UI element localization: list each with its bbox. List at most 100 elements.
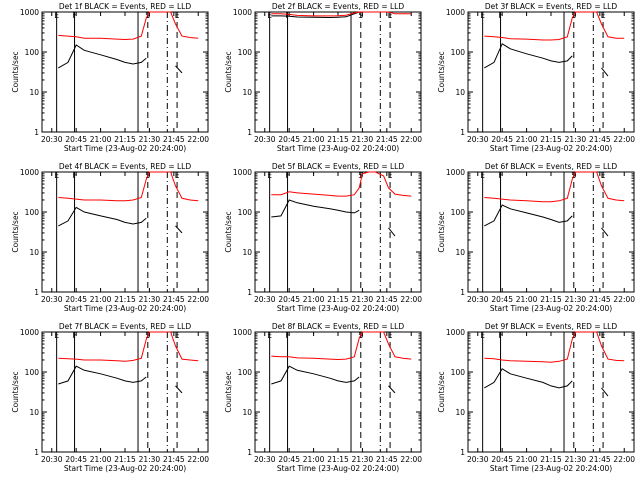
x-tick-label: 22:00	[613, 135, 635, 144]
x-tick-label: 21:15	[114, 455, 136, 464]
events-series-line	[175, 385, 183, 394]
y-tick-label: 10	[242, 88, 252, 97]
marker-letter-f: F	[72, 331, 76, 340]
x-tick-label: 22:00	[613, 295, 635, 304]
y-axis-label: Counts/sec	[11, 371, 20, 412]
x-tick-label: 21:00	[516, 295, 538, 304]
detector-panel: Det 7f BLACK = Events, RED = LLD 1 10 100 10…	[11, 322, 209, 473]
marker-letter-e: E	[54, 331, 59, 340]
marker-letter-e: E	[267, 11, 272, 20]
y-tick-label: 10	[242, 248, 252, 257]
y-tick-label: 1	[34, 128, 39, 137]
events-series-line	[484, 43, 573, 69]
detector-panel: Det 4f BLACK = Events, RED = LLD 1 10 100 10…	[11, 162, 209, 313]
x-tick-label: 20:45	[278, 455, 300, 464]
x-tick-label: 20:30	[467, 455, 489, 464]
events-series-line	[58, 365, 147, 385]
y-tick-label: 100	[451, 48, 466, 57]
x-tick-label: 21:30	[352, 455, 374, 464]
detector-panel: Det 8f BLACK = Events, RED = LLD 1 10 100 10…	[224, 322, 422, 473]
x-tick-label: 21:00	[90, 295, 112, 304]
marker-letter-e: E	[175, 331, 180, 340]
x-tick-label: 21:45	[589, 295, 611, 304]
x-tick-label: 22:00	[400, 295, 422, 304]
y-tick-label: 10	[455, 408, 465, 417]
marker-letter-f: F	[72, 11, 76, 20]
x-tick-label: 20:45	[278, 135, 300, 144]
plot-frame	[254, 171, 422, 293]
y-tick-label: 1000	[446, 328, 465, 337]
marker-letter-e: E	[480, 331, 485, 340]
y-tick-label: 1000	[20, 168, 39, 177]
marker-letter-f: F	[72, 171, 76, 180]
events-series-line	[271, 199, 360, 218]
x-tick-label: 21:45	[589, 135, 611, 144]
y-axis-label: Counts/sec	[224, 371, 233, 412]
marker-letter-f: F	[285, 171, 289, 180]
x-tick-label: 21:30	[565, 455, 587, 464]
x-axis-label: Start Time (23-Aug-02 20:24:00)	[277, 464, 399, 473]
x-tick-label: 21:45	[376, 295, 398, 304]
y-tick-label: 1000	[233, 328, 252, 337]
lld-series-line	[271, 331, 412, 361]
x-axis-label: Start Time (23-Aug-02 20:24:00)	[64, 144, 186, 153]
x-tick-label: 21:15	[327, 295, 349, 304]
detector-panel: Det 5f BLACK = Events, RED = LLD 1 10 100 10…	[224, 162, 422, 313]
y-axis-label: Counts/sec	[437, 51, 446, 92]
x-tick-label: 21:00	[90, 135, 112, 144]
x-tick-label: 21:15	[540, 455, 562, 464]
y-tick-label: 1000	[446, 168, 465, 177]
x-axis-label: Start Time (23-Aug-02 20:24:00)	[490, 464, 612, 473]
y-tick-label: 100	[451, 208, 466, 217]
marker-letter-e: E	[54, 171, 59, 180]
marker-letter-f: F	[498, 331, 502, 340]
x-tick-label: 20:30	[254, 455, 276, 464]
x-tick-label: 22:00	[613, 455, 635, 464]
lld-series-line	[484, 171, 625, 203]
marker-letter-e: E	[388, 11, 393, 20]
x-tick-label: 21:30	[139, 295, 161, 304]
lld-series-line	[58, 331, 199, 362]
x-tick-label: 20:30	[254, 295, 276, 304]
x-tick-label: 20:30	[467, 295, 489, 304]
x-tick-label: 20:30	[41, 135, 63, 144]
y-axis-label: Counts/sec	[11, 211, 20, 252]
lld-series-line	[484, 11, 625, 41]
y-tick-label: 1	[247, 448, 252, 457]
x-tick-label: 22:00	[187, 135, 209, 144]
x-tick-label: 20:45	[278, 295, 300, 304]
y-tick-label: 10	[242, 408, 252, 417]
y-tick-label: 1	[34, 448, 39, 457]
detector-panel: Det 1f BLACK = Events, RED = LLD 1 10 100 10…	[11, 2, 209, 153]
x-tick-label: 20:45	[65, 295, 87, 304]
panel-title: Det 3f BLACK = Events, RED = LLD	[485, 2, 618, 11]
x-tick-label: 20:30	[254, 135, 276, 144]
panel-title: Det 5f BLACK = Events, RED = LLD	[272, 162, 405, 171]
x-tick-label: 21:00	[303, 455, 325, 464]
events-series-line	[271, 11, 360, 19]
x-tick-label: 21:45	[163, 455, 185, 464]
x-tick-label: 22:00	[187, 455, 209, 464]
y-tick-label: 100	[25, 368, 40, 377]
x-tick-label: 21:00	[303, 295, 325, 304]
x-tick-label: 21:15	[114, 135, 136, 144]
events-series-line	[175, 225, 183, 234]
events-series-line	[271, 365, 360, 385]
detector-panel: Det 3f BLACK = Events, RED = LLD 1 10 100 10…	[437, 2, 635, 153]
marker-letter-f: F	[498, 11, 502, 20]
y-tick-label: 10	[29, 248, 39, 257]
panel-title: Det 2f BLACK = Events, RED = LLD	[272, 2, 405, 11]
detector-panel: Det 9f BLACK = Events, RED = LLD 1 10 100 10…	[437, 322, 635, 473]
x-tick-label: 21:00	[516, 455, 538, 464]
detector-panel: Det 6f BLACK = Events, RED = LLD 1 10 100 10…	[437, 162, 635, 313]
lld-series-line	[58, 171, 199, 202]
marker-letter-e: E	[480, 11, 485, 20]
panel-title: Det 9f BLACK = Events, RED = LLD	[485, 322, 618, 331]
events-series-line	[388, 227, 396, 237]
x-tick-label: 20:30	[467, 135, 489, 144]
x-tick-label: 22:00	[400, 455, 422, 464]
x-tick-label: 21:15	[540, 135, 562, 144]
events-series-line	[601, 67, 609, 77]
y-tick-label: 1	[34, 288, 39, 297]
plot-frame	[41, 171, 209, 293]
